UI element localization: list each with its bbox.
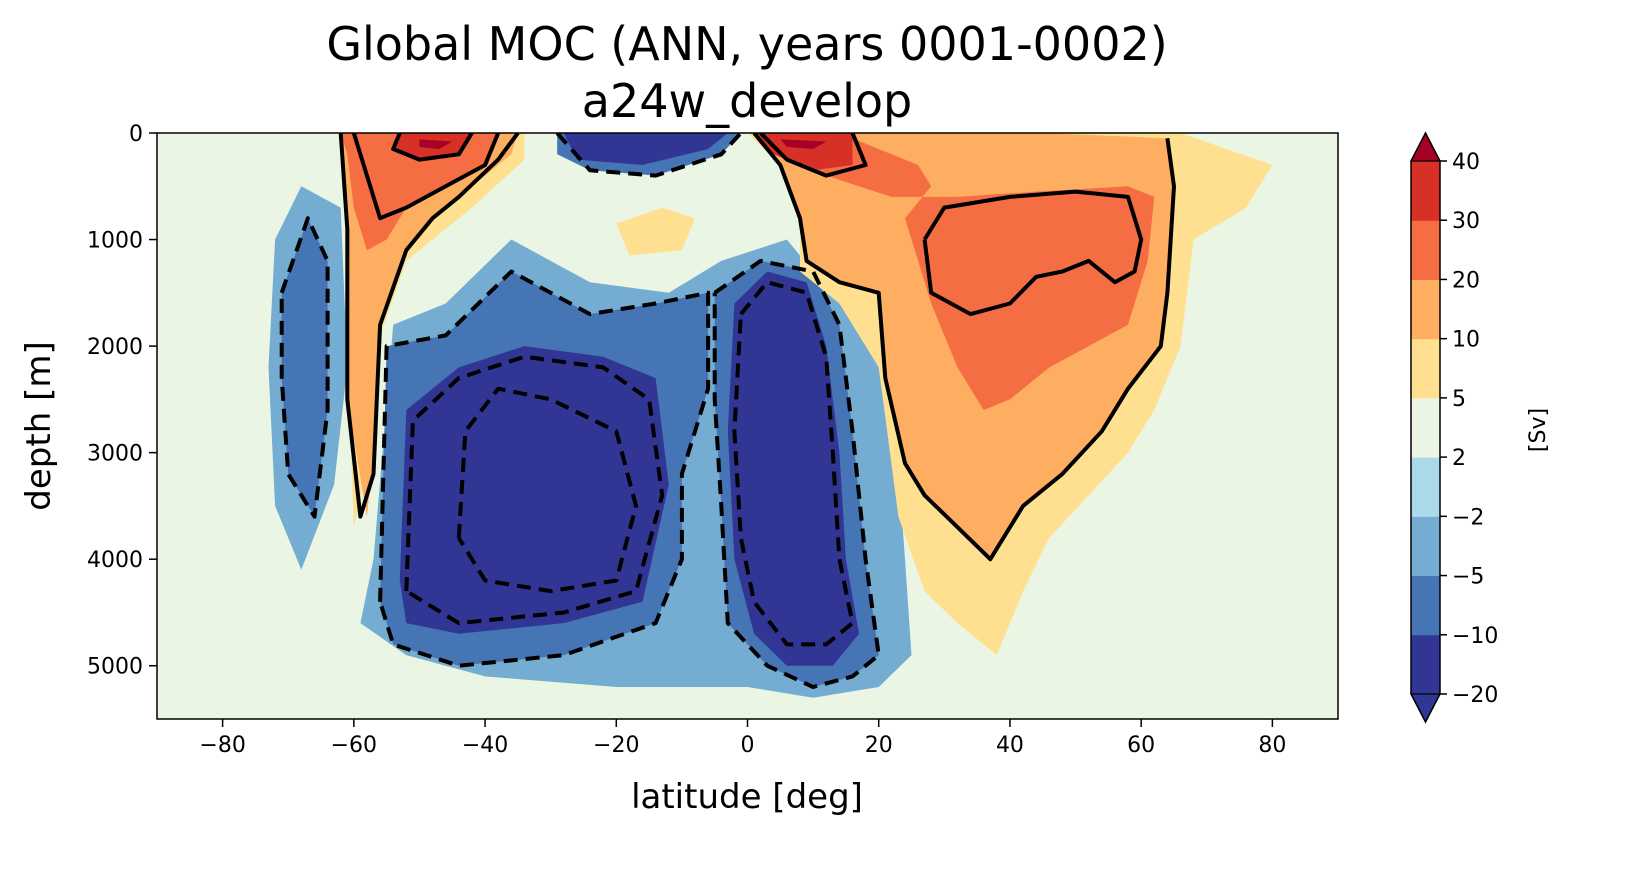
- colorbar: −20 −10 −5 −2 2 5 10 20 30 40: [1410, 131, 1498, 724]
- colorbar-tick-label: −5: [1452, 565, 1484, 590]
- x-tick-label: 40: [996, 733, 1024, 758]
- y-tick-label: 1000: [87, 229, 143, 254]
- chart-title: Global MOC (ANN, years 0001-0002) a24w_d…: [326, 17, 1167, 128]
- contour-fill-region: [281, 218, 328, 517]
- contour-fill-region: [754, 133, 1155, 410]
- contour-line-positive: [759, 133, 868, 178]
- plot-area: [157, 133, 1338, 719]
- y-tick-label: 5000: [87, 655, 143, 680]
- y-tick-label: 0: [129, 122, 143, 147]
- colorbar-tick-label: 5: [1452, 387, 1466, 412]
- colorbar-tick-label: 10: [1452, 328, 1480, 353]
- contour-fill-region: [563, 133, 728, 165]
- colorbar-bin: [1411, 457, 1440, 517]
- colorbar-tick-label: −2: [1452, 505, 1484, 530]
- x-tick-label: 80: [1258, 733, 1286, 758]
- contour-line-positive: [351, 133, 501, 221]
- colorbar-tick-label: −20: [1452, 683, 1498, 708]
- colorbar-tick-label: 40: [1452, 150, 1480, 175]
- y-tick-label: 4000: [87, 548, 143, 573]
- y-tick-label: 2000: [87, 335, 143, 360]
- x-axis: −80 −60 −40 −20 0 20 40 60 80: [199, 719, 1286, 758]
- colorbar-bin: [1411, 161, 1440, 221]
- x-tick-label: −60: [331, 733, 377, 758]
- contour-line-positive: [391, 133, 474, 162]
- x-tick-label: 0: [741, 733, 755, 758]
- contour-fill-region: [340, 133, 499, 251]
- x-tick-label: 60: [1127, 733, 1155, 758]
- contour-fill-region: [754, 133, 853, 171]
- contour-line-negative: [712, 258, 881, 689]
- colorbar-tick-label: 2: [1452, 446, 1466, 471]
- colorbar-tick-label: 30: [1452, 209, 1480, 234]
- colorbar-bin: [1411, 634, 1440, 695]
- colorbar-tick-label: −10: [1452, 624, 1498, 649]
- colorbar-bin: [1411, 220, 1440, 280]
- colorbar-tick-label: 20: [1452, 268, 1480, 293]
- colorbar-bin: [1411, 338, 1440, 399]
- contour-line-positive: [922, 189, 1144, 317]
- title-line-1: Global MOC (ANN, years 0001-0002): [326, 17, 1167, 71]
- contour-fill-region: [399, 346, 669, 634]
- x-tick-label: −20: [593, 733, 639, 758]
- colorbar-label: [Sv]: [1526, 408, 1551, 452]
- x-axis-label: latitude [deg]: [631, 777, 863, 817]
- x-tick-label: −80: [199, 733, 245, 758]
- x-tick-label: −40: [462, 733, 508, 758]
- y-axis-label: depth [m]: [19, 341, 59, 510]
- colorbar-bin: [1411, 516, 1440, 577]
- contour-fill-region: [780, 139, 827, 149]
- title-line-2: a24w_develop: [582, 74, 913, 128]
- colorbar-bin: [1411, 397, 1440, 458]
- contour-line-negative: [555, 133, 743, 178]
- colorbar-bin: [1411, 575, 1440, 636]
- contour-fill-region: [616, 207, 695, 256]
- contour-line-positive: [752, 133, 1176, 562]
- x-tick-label: 20: [865, 733, 893, 758]
- contour-line-negative: [378, 269, 711, 668]
- y-tick-label: 3000: [87, 442, 143, 467]
- contour-line-negative: [456, 386, 638, 594]
- contour-fill-region: [419, 139, 453, 149]
- colorbar-extend-bottom: [1410, 693, 1441, 724]
- contour-line-negative: [279, 216, 330, 519]
- colorbar-extend-top: [1410, 131, 1441, 162]
- colorbar-bin: [1411, 279, 1440, 340]
- contour-line-positive: [338, 133, 520, 519]
- y-axis: 0 1000 2000 3000 4000 5000: [87, 122, 157, 680]
